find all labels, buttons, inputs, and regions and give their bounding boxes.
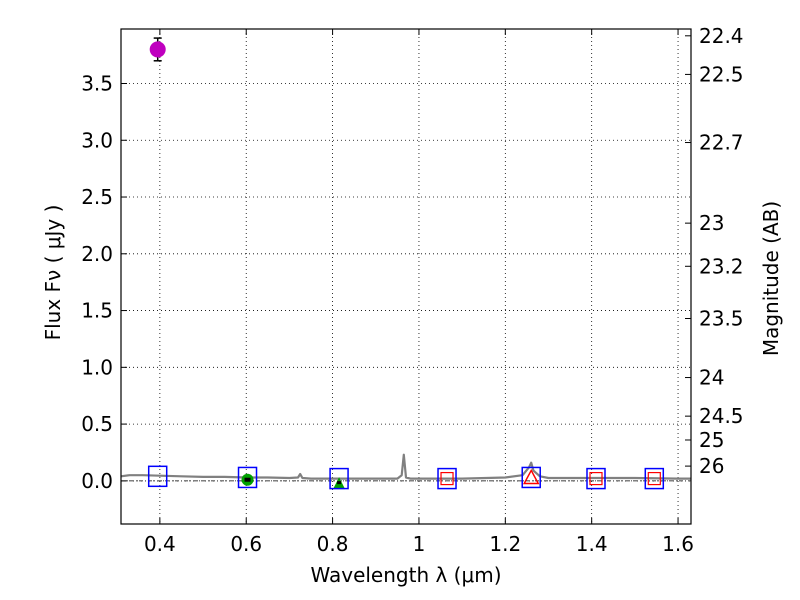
data-square <box>440 471 454 486</box>
x-tick-label: 1.6 <box>662 532 694 556</box>
mag-tick-label: 23.5 <box>699 307 744 331</box>
x-tick-label: 0.4 <box>144 532 176 556</box>
mag-tick-label: 23.2 <box>699 254 744 278</box>
x-tick-label: 1.2 <box>489 532 521 556</box>
band-square <box>644 467 665 490</box>
x-tick-label: 0.6 <box>230 532 262 556</box>
y-tick-label: 0.0 <box>81 469 113 493</box>
data-square <box>589 471 603 486</box>
mag-tick-label: 24 <box>699 366 724 390</box>
band-square <box>586 467 606 490</box>
model-spectrum-line <box>120 453 691 480</box>
plot-frame <box>120 28 692 525</box>
x-tick-label: 0.8 <box>317 532 349 556</box>
band-square <box>521 466 541 489</box>
x-axis-label: Wavelength λ (μm) <box>310 563 501 587</box>
mag-tick-label: 22.5 <box>699 62 744 86</box>
band-square <box>147 465 168 488</box>
y-tick-label: 0.5 <box>81 412 113 436</box>
mag-tick-label: 22.7 <box>699 131 744 155</box>
y-tick-label: 3.5 <box>81 71 113 95</box>
band-square <box>237 466 258 489</box>
y-tick-label: 2.5 <box>81 185 113 209</box>
mag-tick-label: 26 <box>699 454 724 478</box>
band-square <box>329 467 349 490</box>
mag-tick-label: 24.5 <box>699 404 744 428</box>
band-square <box>437 467 457 490</box>
y-tick-label: 2.0 <box>81 242 113 266</box>
mag-tick-label: 25 <box>699 428 724 452</box>
data-triangle <box>522 468 540 485</box>
grid <box>121 29 691 524</box>
x-tick-label: 1.4 <box>576 532 608 556</box>
mag-tick-label: 23 <box>699 211 724 235</box>
y-tick-label: 3.0 <box>81 128 113 152</box>
mag-tick-label: 22.4 <box>699 24 744 48</box>
y-axis-label: Flux Fν ( μJy ) <box>41 205 65 341</box>
data-point <box>149 41 166 58</box>
data-point-center <box>244 477 251 482</box>
y-axis-right-label: Magnitude (AB) <box>759 201 783 356</box>
axis-ticks: 0.0 0.5 1.0 1.5 2.0 2.5 3.0 3.5 0.4 0.6 0.8 1 1.2 1.4… <box>81 24 743 556</box>
plot-data <box>120 37 691 490</box>
data-point-center <box>337 481 342 485</box>
data-square <box>647 471 661 486</box>
x-tick-label: 1 <box>413 532 426 556</box>
y-tick-label: 1.5 <box>81 299 113 323</box>
y-tick-label: 1.0 <box>81 355 113 379</box>
